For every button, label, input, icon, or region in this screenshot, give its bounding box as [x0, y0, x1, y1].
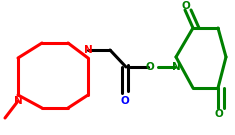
Text: O: O: [182, 1, 190, 11]
Text: O: O: [215, 109, 223, 119]
Text: N: N: [172, 62, 180, 72]
Text: O: O: [146, 62, 154, 72]
Text: N: N: [84, 45, 92, 55]
Text: N: N: [14, 96, 22, 106]
Text: O: O: [121, 96, 129, 106]
